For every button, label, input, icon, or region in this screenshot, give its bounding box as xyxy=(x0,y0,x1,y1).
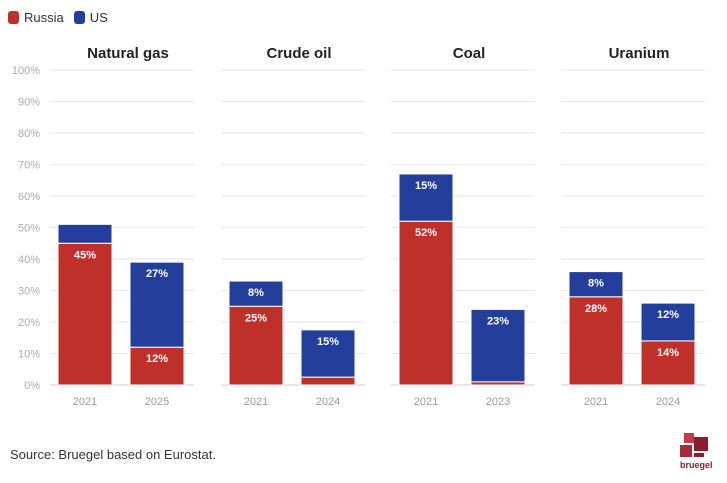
data-label: 23% xyxy=(487,315,509,327)
data-label: 14% xyxy=(657,347,679,359)
bar-segment-us xyxy=(57,223,113,244)
y-tick-label: 40% xyxy=(18,254,40,266)
legend-label-us: US xyxy=(89,10,108,25)
y-tick-label: 10% xyxy=(18,349,40,361)
bar-segment-us xyxy=(300,329,356,378)
x-tick-label: 2023 xyxy=(486,396,510,408)
data-label: 15% xyxy=(317,336,339,348)
data-label: 28% xyxy=(585,303,607,315)
y-tick-label: 30% xyxy=(18,286,40,298)
x-tick-label: 2024 xyxy=(656,396,680,408)
bar-segment-us xyxy=(470,308,526,383)
x-tick-label: 2024 xyxy=(316,396,340,408)
bar-segment-us xyxy=(640,302,696,342)
data-label: 8% xyxy=(248,287,264,299)
bar-segment-russia xyxy=(640,340,696,386)
x-tick-label: 2021 xyxy=(414,396,438,408)
y-tick-label: 20% xyxy=(18,317,40,329)
data-label: 12% xyxy=(657,309,679,321)
data-label: 12% xyxy=(146,353,168,365)
y-tick-label: 50% xyxy=(18,223,40,235)
y-tick-label: 90% xyxy=(18,97,40,109)
bar-segment-us xyxy=(398,173,454,222)
panel-title: Natural gas xyxy=(87,45,169,62)
data-label: 15% xyxy=(415,180,437,192)
legend-swatch-russia xyxy=(8,11,19,24)
bar-segment-us xyxy=(129,261,185,348)
source-note: Source: Bruegel based on Eurostat. xyxy=(10,447,216,462)
legend: Russia US xyxy=(8,10,118,25)
y-tick-label: 0% xyxy=(24,380,40,392)
legend-label-russia: Russia xyxy=(24,10,64,25)
x-tick-label: 2021 xyxy=(244,396,268,408)
x-tick-label: 2025 xyxy=(145,396,169,408)
panel-title: Crude oil xyxy=(266,45,331,62)
x-tick-label: 2021 xyxy=(584,396,608,408)
data-label: 52% xyxy=(415,227,437,239)
x-tick-label: 2021 xyxy=(73,396,97,408)
bar-segment-russia xyxy=(228,305,284,386)
bar-segment-russia xyxy=(568,296,624,386)
legend-item-russia: Russia xyxy=(8,10,64,25)
bar-segment-us xyxy=(568,271,624,298)
y-tick-label: 100% xyxy=(12,65,40,77)
bar-segment-us xyxy=(228,280,284,307)
y-tick-label: 70% xyxy=(18,160,40,172)
bar-segment-russia xyxy=(129,346,185,386)
legend-item-us: US xyxy=(73,10,108,25)
data-label: 25% xyxy=(245,312,267,324)
bar-segment-russia xyxy=(300,376,356,386)
data-label: 27% xyxy=(146,268,168,280)
y-tick-label: 60% xyxy=(18,191,40,203)
bar-segment-russia xyxy=(398,220,454,386)
bruegel-logo xyxy=(680,433,708,457)
bar-segment-russia xyxy=(57,242,113,386)
panel-title: Uranium xyxy=(609,45,670,62)
legend-swatch-us xyxy=(73,11,85,24)
data-label: 45% xyxy=(74,249,96,261)
data-label: 8% xyxy=(588,278,604,290)
logo-text: bruegel xyxy=(680,460,713,470)
y-tick-label: 80% xyxy=(18,128,40,140)
chart: 0% 10% 20% 30% 40% 50% 60% 70% 80% 90% 100% Natural… xyxy=(12,45,705,408)
panel-title: Coal xyxy=(453,45,486,62)
